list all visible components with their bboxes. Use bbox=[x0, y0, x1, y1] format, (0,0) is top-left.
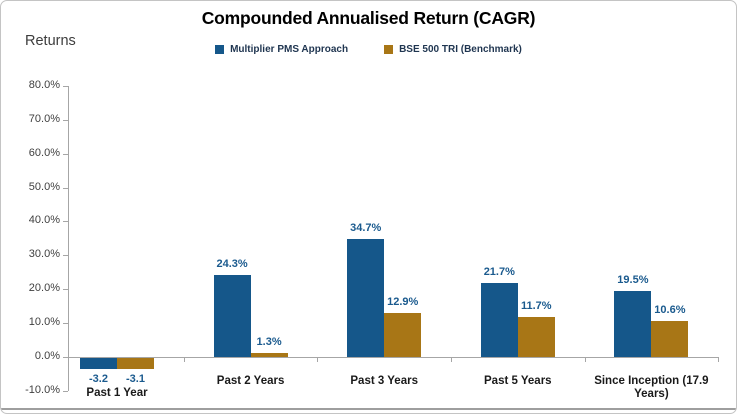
bar-series0-cat2 bbox=[347, 239, 385, 357]
x-tick-mark bbox=[183, 357, 185, 362]
value-label-series1-cat3: 11.7% bbox=[521, 300, 552, 313]
bar-series1-cat1 bbox=[250, 352, 288, 357]
category-label-0: Past 1 Year bbox=[86, 387, 148, 399]
chart-legend: Multiplier PMS Approach BSE 500 TRI (Ben… bbox=[1, 44, 736, 55]
y-tick-label: 30.0% bbox=[28, 248, 60, 261]
value-label-series0-cat4: 19.5% bbox=[617, 273, 649, 286]
legend-item-bse-benchmark: BSE 500 TRI (Benchmark) bbox=[384, 44, 522, 55]
y-tick-mark bbox=[63, 153, 68, 155]
category-label-3: Past 5 Years bbox=[484, 375, 552, 387]
bar-series0-cat0 bbox=[80, 358, 117, 369]
x-tick-mark bbox=[718, 357, 720, 362]
bar-series1-cat3 bbox=[517, 317, 555, 357]
y-tick-mark bbox=[63, 187, 68, 189]
bar-series1-cat2 bbox=[384, 313, 422, 357]
y-tick-label: 40.0% bbox=[28, 214, 60, 227]
y-tick-label: 10.0% bbox=[28, 316, 60, 329]
y-tick-mark bbox=[63, 390, 68, 392]
value-label-series1-cat0: -3.1 bbox=[126, 372, 145, 385]
bar-series0-cat3 bbox=[480, 283, 518, 357]
value-label-series1-cat4: 10.6% bbox=[654, 304, 686, 317]
value-label-series1-cat2: 12.9% bbox=[387, 296, 419, 309]
legend-label: BSE 500 TRI (Benchmark) bbox=[399, 44, 522, 55]
value-label-series0-cat0: -3.2 bbox=[89, 372, 108, 385]
x-tick-mark bbox=[451, 357, 452, 362]
category-label-1: Past 2 Years bbox=[216, 375, 285, 387]
legend-item-multiplier-pms: Multiplier PMS Approach bbox=[215, 44, 348, 55]
y-tick-mark bbox=[63, 85, 68, 87]
category-label-4: Since Inception (17.9 Years) bbox=[594, 375, 709, 400]
legend-swatch-gold-icon bbox=[384, 45, 394, 54]
x-tick-mark bbox=[584, 357, 586, 362]
y-axis-title: Returns bbox=[25, 33, 76, 49]
y-tick-label: 50.0% bbox=[28, 180, 60, 193]
legend-label: Multiplier PMS Approach bbox=[230, 44, 349, 55]
chart-title: Compounded Annualised Return (CAGR) bbox=[201, 8, 536, 28]
value-label-series0-cat2: 34.7% bbox=[350, 222, 382, 235]
bar-series0-cat4 bbox=[614, 290, 652, 357]
y-tick-label: 80.0% bbox=[28, 78, 60, 91]
value-label-series0-cat3: 21.7% bbox=[483, 266, 515, 279]
x-tick-mark bbox=[317, 357, 319, 362]
y-tick-label: 70.0% bbox=[28, 112, 60, 125]
y-tick-mark bbox=[63, 119, 68, 121]
bar-series1-cat0 bbox=[117, 358, 154, 369]
y-tick-mark bbox=[63, 323, 68, 325]
y-axis-line bbox=[68, 85, 69, 391]
y-tick-mark bbox=[63, 255, 68, 257]
y-tick-mark bbox=[63, 289, 68, 291]
bar-series1-cat4 bbox=[651, 321, 689, 357]
x-axis-line bbox=[68, 357, 719, 358]
bar-series0-cat1 bbox=[213, 274, 251, 357]
y-tick-mark bbox=[63, 357, 68, 358]
y-tick-label: 60.0% bbox=[28, 146, 60, 159]
value-label-series1-cat1: 1.3% bbox=[256, 335, 282, 348]
value-label-series0-cat1: 24.3% bbox=[216, 257, 248, 270]
y-tick-mark bbox=[63, 221, 68, 223]
bottom-divider bbox=[1, 408, 736, 410]
y-tick-label: -10.0% bbox=[25, 383, 60, 396]
y-tick-label: 0.0% bbox=[34, 350, 60, 362]
category-label-2: Past 3 Years bbox=[350, 375, 418, 387]
y-tick-label: 20.0% bbox=[28, 282, 60, 295]
legend-swatch-blue-icon bbox=[215, 45, 225, 54]
